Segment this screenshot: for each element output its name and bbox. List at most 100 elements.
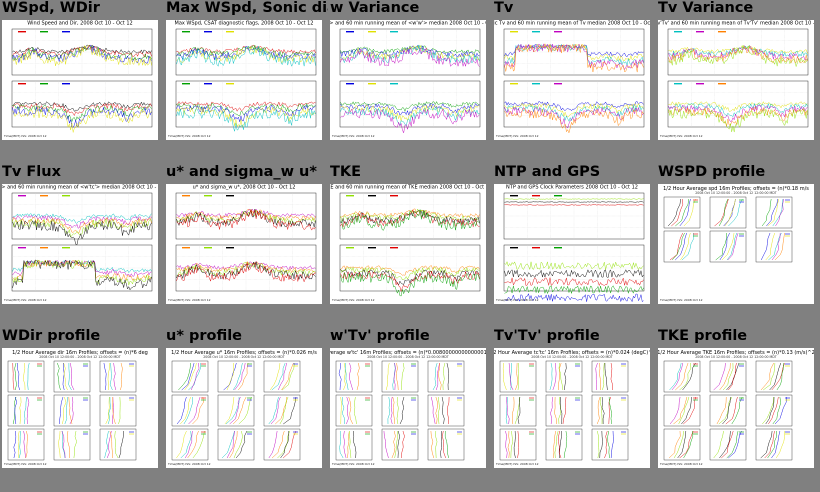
profile-line [103,362,107,391]
profile-line [105,396,110,425]
profile-line [26,396,30,425]
profile-line [679,362,692,391]
profile-line [176,430,187,459]
plot-thumbnail-link[interactable]: <w'w'> and 60 min running mean of <w'w'>… [330,20,486,140]
series-line [12,44,152,67]
plot-thumbnail-link[interactable]: Sonic Tv and 60 min running mean of Tv m… [494,20,650,140]
profile-line [669,232,683,261]
legend-swatch [62,83,70,85]
plot-thumbnail-link[interactable]: r Average w'tc' 16m Profiles; offsets = … [330,348,486,468]
legend-swatch [718,31,726,33]
plot-thumbnail-link[interactable]: <w'tc'> and 60 min running mean of <w'tc… [2,184,158,304]
profile-line [760,362,774,391]
profile-line [762,396,774,425]
plot-thumbnail-link[interactable]: 1/2 Hour Average u* 16m Profiles; offset… [166,348,322,468]
profile-line [515,362,518,391]
plot-cell: TKE TKE and 60 min running mean of TKE me… [328,164,488,314]
plot-thumbnail-link[interactable]: 1/2 Hour Average spd 16m Profiles; offse… [658,184,814,304]
profile-line [25,430,28,459]
profile-line [68,396,73,425]
profile-frame [263,360,301,393]
timestamp-label: Time(MDT) ISS: 2008 Oct 12 [167,298,211,302]
plot-image: TKE and 60 min running mean of TKE media… [330,184,486,304]
plot-caption: 1/2 Hour Average spd 16m Profiles; offse… [663,186,809,192]
profile-line [554,396,557,425]
profile-line [73,430,77,459]
plot-thumbnail-link[interactable]: 1/2 Hour Average tc'tc' 16m Profiles; of… [494,348,650,468]
plot-thumbnail-link[interactable]: u* and sigma_w u*, 2008 Oct 10 - Oct 12 T… [166,184,322,304]
series-line [176,45,316,61]
legend-swatch [204,195,212,197]
profile-line [596,396,601,425]
plot-image: Wind Speed and Dir, 2008 Oct 10 - Oct 12… [2,20,158,140]
profile-line [235,430,248,459]
profile-line [604,430,608,459]
profile-line [683,198,696,227]
series-line [12,216,152,234]
series-line [12,213,152,224]
profile-line [767,198,780,227]
profile-line [271,430,285,459]
legend-swatch [368,247,376,249]
profile-line [69,396,74,425]
profile-frame [335,394,373,427]
profile-line [23,430,26,459]
profile-line [513,430,516,459]
profile-line [176,396,187,425]
profile-line [57,362,61,391]
profile-line [394,430,398,459]
profile-frame [755,196,793,229]
profile-line [719,232,730,261]
profile-line [726,430,739,459]
timestamp-label: Time(MDT) ISS: 2008 Oct 12 [3,298,47,302]
plot-thumbnail-link[interactable]: TKE and 60 min running mean of TKE media… [330,184,486,304]
profile-line [12,362,15,391]
profile-line [118,396,121,425]
plot-thumbnail-link[interactable]: 1/2 Hour Average dir 16m Profiles; offse… [2,348,158,468]
profile-line [677,430,687,459]
profile-frame [263,394,301,427]
plot-subtitle: 2008 Oct 10 12:00:00 - 2008 Oct 12 12:00… [39,355,120,359]
plot-thumbnail-link[interactable]: NTP and GPS Clock Parameters 2008 Oct 10… [494,184,650,304]
profile-line [401,430,405,459]
timestamp-label: Time(MDT) ISS: 2008 Oct 12 [167,134,211,138]
series-line [668,102,808,118]
profile-frame [7,360,45,393]
profile-line [604,362,608,391]
series-line [340,44,480,64]
series-line [12,44,152,64]
profile-line [679,430,694,459]
profile-line [113,362,117,391]
plot-image: NTP and GPS Clock Parameters 2008 Oct 10… [494,184,650,304]
profile-line [178,362,191,391]
plot-thumbnail-link[interactable]: 1/2 Hour Average TKE 16m Profiles; offse… [658,348,814,468]
profile-line [550,396,554,425]
profile-line [558,430,562,459]
plot-thumbnail-link[interactable]: Wind Speed and Dir, 2008 Oct 10 - Oct 12… [2,20,158,140]
series-line [504,293,644,303]
series-line [340,104,480,122]
profile-line [348,396,353,425]
profile-frame [99,360,137,393]
profile-line [356,362,360,391]
profile-line [668,430,681,459]
profile-line [18,430,20,459]
plot-thumbnail-link[interactable]: Sonic Tv'Tv' and 60 min running mean of … [658,20,814,140]
plot-title: TKE profile [658,328,748,344]
profile-frame [99,394,137,427]
profile-line [432,362,438,391]
plot-cell: u* and sigma_w u* u* and sigma_w u*, 2008… [164,164,324,314]
profile-line [225,396,240,425]
profile-line [760,430,773,459]
plot-cell: WSpd, WDir Wind Speed and Dir, 2008 Oct 1… [0,0,160,150]
profile-frame [171,428,209,461]
profile-line [678,396,690,425]
profile-line [68,363,72,391]
series-line [668,106,808,127]
plot-thumbnail-link[interactable]: Max WSpd, CSAT diagnostic flags, 2008 Oc… [166,20,322,140]
profile-line [112,396,116,425]
series-line [504,285,644,295]
profile-frame [7,428,45,461]
profile-line [349,362,353,391]
profile-line [713,362,726,391]
